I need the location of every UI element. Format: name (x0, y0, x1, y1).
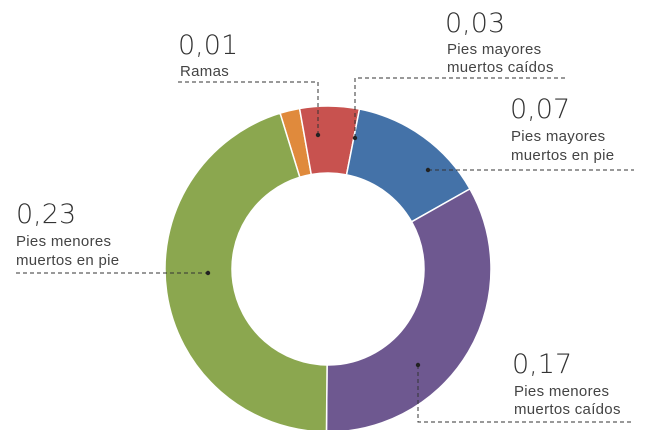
category-label-ramas: Ramas (180, 63, 229, 80)
category-label-mayores-caidos-2: muertos caídos (447, 59, 554, 76)
annotation-menores-pie: 0,23 Pies menores muertos en pie (16, 199, 211, 276)
annotation-mayores-caidos: 0,03 Pies mayores muertos caídos (352, 8, 568, 141)
annotation-menores-caidos: 0,17 Pies menores muertos caídos (415, 349, 634, 423)
value-label-menores-pie: 0,23 (16, 199, 76, 230)
value-label-mayores-caidos: 0,03 (445, 8, 505, 39)
leader-line-mayores-caidos (354, 77, 568, 138)
slice-menores-caidos (325, 187, 492, 430)
category-label-mayores-pie-2: muertos en pie (511, 147, 614, 164)
annotation-mayores-pie: 0,07 Pies mayores muertos en pie (425, 94, 634, 173)
slice-menores-pie (164, 112, 328, 430)
category-label-menores-pie-1: Pies menores (16, 233, 111, 250)
category-label-menores-caidos-2: muertos caídos (514, 401, 621, 418)
category-label-mayores-caidos-1: Pies mayores (447, 41, 541, 58)
leader-dot-ramas (315, 132, 321, 138)
leader-line-menores-caidos (417, 365, 634, 423)
category-label-menores-pie-2: muertos en pie (16, 252, 119, 269)
leader-dot-mayores-caidos (352, 135, 358, 141)
leader-dot-menores-caidos (415, 362, 421, 368)
category-label-mayores-pie-1: Pies mayores (511, 128, 605, 145)
annotation-ramas: 0,01 Ramas (178, 30, 321, 138)
leader-dot-mayores-pie (425, 167, 431, 173)
value-label-ramas: 0,01 (178, 30, 238, 61)
category-label-menores-caidos-1: Pies menores (514, 383, 609, 400)
leader-line-ramas (178, 81, 319, 135)
donut-slices (164, 105, 492, 430)
leader-dot-menores-pie (205, 270, 211, 276)
value-label-menores-caidos: 0,17 (512, 349, 572, 380)
value-label-mayores-pie: 0,07 (510, 94, 570, 125)
